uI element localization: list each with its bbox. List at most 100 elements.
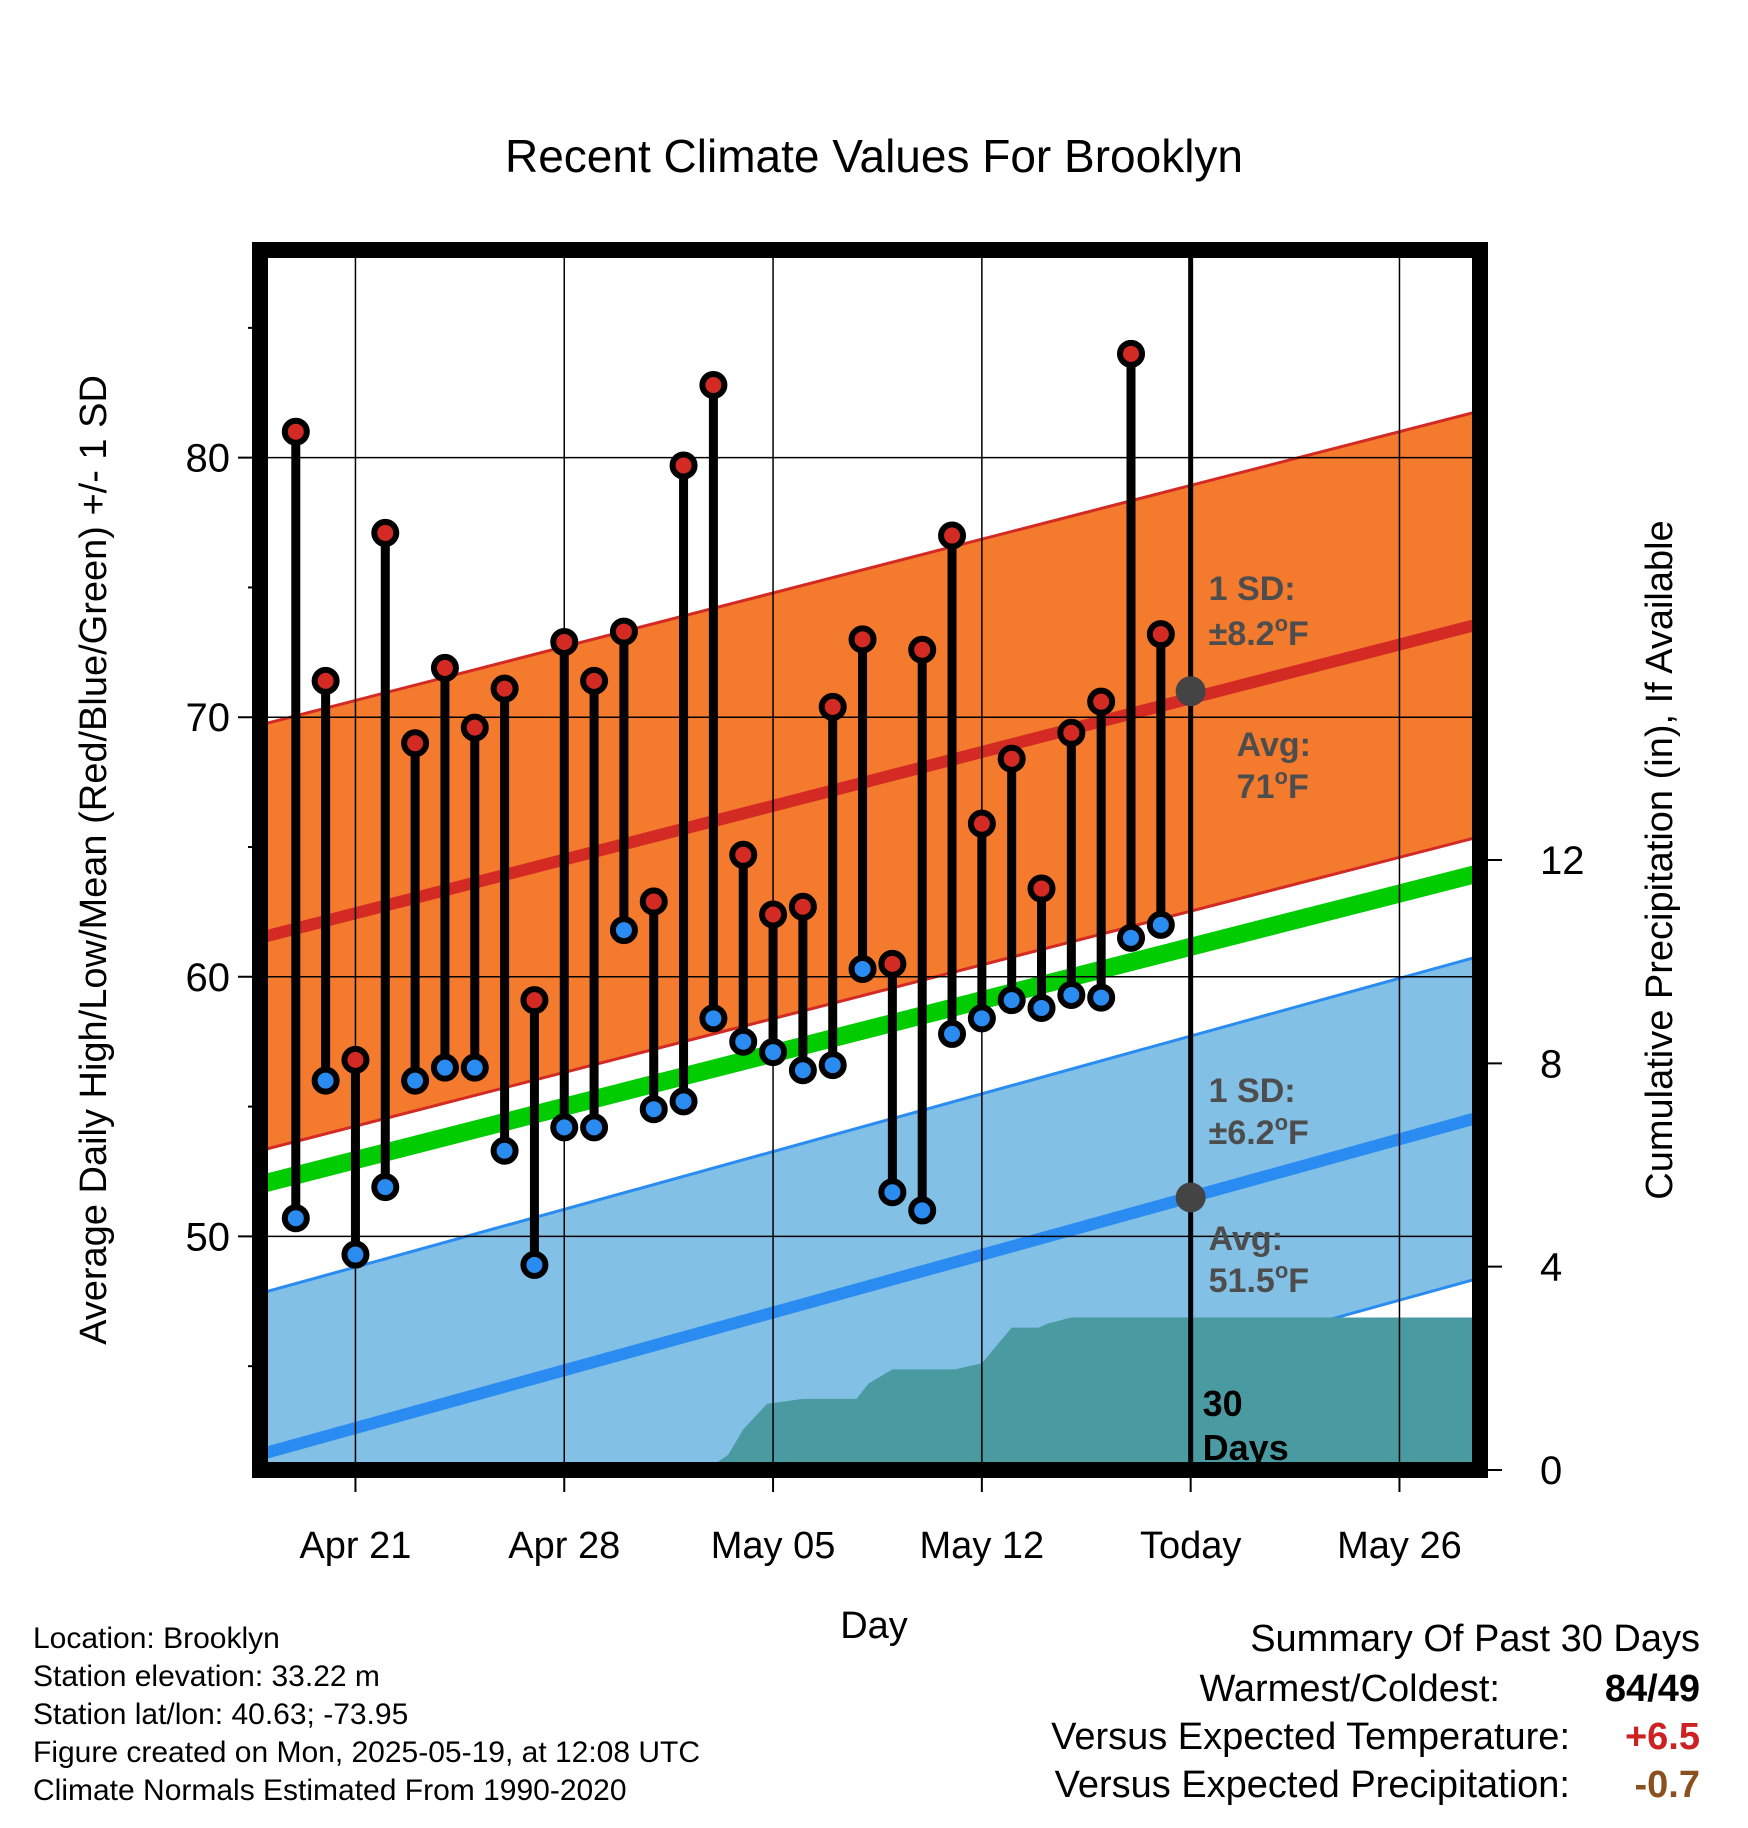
daily-low-point [341, 1240, 370, 1269]
daily-high-point [848, 625, 877, 654]
high-avg-label: Avg: [1237, 726, 1311, 764]
temperature-anomaly-value: +6.5 [1624, 1716, 1700, 1758]
daily-high-point [430, 653, 459, 682]
daily-high-point [371, 518, 400, 547]
daily-high-point [908, 635, 937, 664]
warmest-coldest-separator: / [1647, 1668, 1658, 1710]
high-avg-value-number: 71 [1237, 768, 1275, 806]
low-sd-value-unit: F [1288, 1114, 1309, 1152]
daily-low-point [281, 1204, 310, 1233]
daily-high-point [759, 900, 788, 929]
daily-low-point [818, 1051, 847, 1080]
daily-high-point [580, 666, 609, 695]
normals-period-text: Climate Normals Estimated From 1990-2020 [33, 1774, 627, 1807]
y2-axis-label: Cumulative Precipitation (in), If Availa… [1639, 520, 1681, 1199]
y2-tick-label: 8 [1540, 1042, 1562, 1086]
created-text: Figure created on Mon, 2025-05-19, at 12… [33, 1736, 701, 1769]
y-tick-label: 70 [186, 696, 231, 740]
daily-high-point [490, 674, 519, 703]
daily-low-point [997, 986, 1026, 1015]
daily-low-point [967, 1004, 996, 1033]
high-sd-value-degree: o [1275, 611, 1288, 636]
latlon-text: Station lat/lon: 40.63; -73.95 [33, 1698, 409, 1731]
daily-high-point [460, 713, 489, 742]
today-high-normal-marker [1175, 676, 1206, 707]
daily-high-point [550, 627, 579, 656]
y-tick-label: 60 [186, 956, 231, 1000]
daily-low-point [788, 1056, 817, 1085]
axes: 50 60 70 80 0 4 8 12 Apr 21 Apr 28 May 05 May 12 Tod… [186, 242, 1585, 1567]
x-tick-label: May 26 [1337, 1525, 1462, 1567]
high-avg-value-degree: o [1274, 764, 1287, 789]
today-low-normal-marker [1175, 1182, 1206, 1213]
low-upper-sd-line [260, 954, 1480, 1295]
summary-title: Summary Of Past 30 Days [1250, 1618, 1700, 1660]
summary-panel: Summary Of Past 30 Days Warmest/Coldest:… [900, 1618, 1700, 1828]
daily-high-point [311, 666, 340, 695]
daily-low-point [550, 1113, 579, 1142]
daily-low-point [878, 1178, 907, 1207]
daily-high-point [1117, 339, 1146, 368]
warmest-value: 84 [1604, 1668, 1648, 1710]
summary-temperature-row: Versus Expected Temperature: +6.5 [900, 1716, 1700, 1762]
low-avg-value-unit: F [1288, 1262, 1309, 1300]
summary-precipitation-row: Versus Expected Precipitation: -0.7 [900, 1764, 1700, 1810]
window-label-line2: Days [1203, 1427, 1289, 1468]
x-tick-label: Apr 21 [299, 1525, 411, 1567]
x-tick-label: Today [1140, 1525, 1241, 1567]
daily-low-point [311, 1066, 340, 1095]
daily-high-point [729, 840, 758, 869]
high-sd-label: 1 SD: [1209, 570, 1296, 608]
low-sd-label: 1 SD: [1209, 1072, 1296, 1110]
daily-high-point [818, 692, 847, 721]
elevation-text: Station elevation: 33.22 m [33, 1660, 380, 1693]
warmest-coldest-label: Warmest/Coldest: [1199, 1668, 1500, 1710]
y-axis-label: Average Daily High/Low/Mean (Red/Blue/Gr… [73, 375, 115, 1345]
daily-low-point [699, 1004, 728, 1033]
daily-low-point [580, 1113, 609, 1142]
high-avg-value-unit: F [1288, 768, 1309, 806]
high-lower-sd-line [260, 835, 1480, 1153]
mean-normal-line [260, 864, 1480, 1194]
window-label-line1: 30 [1203, 1383, 1243, 1424]
low-avg-value-degree: o [1275, 1258, 1288, 1283]
daily-high-point [520, 986, 549, 1015]
daily-high-point [401, 729, 430, 758]
daily-low-point [609, 916, 638, 945]
high-sd-value-unit: F [1288, 615, 1309, 653]
x-tick-label: Apr 28 [508, 1525, 620, 1567]
daily-high-point [341, 1045, 370, 1074]
precipitation-anomaly-value: -0.7 [1634, 1764, 1700, 1806]
summary-warmest-coldest-row: Warmest/Coldest: 84/49 [900, 1668, 1700, 1714]
low-avg-value: 51.5oF [1209, 1258, 1309, 1300]
y2-tick-label: 4 [1540, 1246, 1562, 1290]
high-upper-sd-line [260, 409, 1480, 727]
daily-low-point [1087, 983, 1116, 1012]
daily-low-point [759, 1038, 788, 1067]
daily-high-point [967, 809, 996, 838]
high-avg-value: 71oF [1237, 764, 1309, 806]
daily-low-point [520, 1250, 549, 1279]
daily-low-point [490, 1136, 519, 1165]
daily-high-point [878, 949, 907, 978]
temperature-anomaly-label: Versus Expected Temperature: [1051, 1716, 1570, 1758]
daily-low-point [938, 1019, 967, 1048]
daily-high-point [1087, 687, 1116, 716]
daily-high-point [1057, 718, 1086, 747]
daily-low-point [1027, 993, 1056, 1022]
daily-high-point [1146, 620, 1175, 649]
low-sd-value: ±6.2oF [1209, 1110, 1309, 1152]
low-avg-value-number: 51.5 [1209, 1262, 1275, 1300]
station-info: Location: Brooklyn Station elevation: 33… [33, 1620, 700, 1810]
high-sd-value: ±8.2oF [1209, 611, 1309, 653]
y2-tick-label: 0 [1540, 1449, 1562, 1493]
daily-low-point [1117, 923, 1146, 952]
daily-low-point [908, 1196, 937, 1225]
daily-high-point [639, 887, 668, 916]
daily-low-point [729, 1027, 758, 1056]
precipitation-area [260, 1317, 1480, 1470]
high-sd-value-number: ±8.2 [1209, 615, 1275, 653]
coldest-value: 49 [1657, 1668, 1700, 1710]
high-normal-line [260, 617, 1480, 944]
